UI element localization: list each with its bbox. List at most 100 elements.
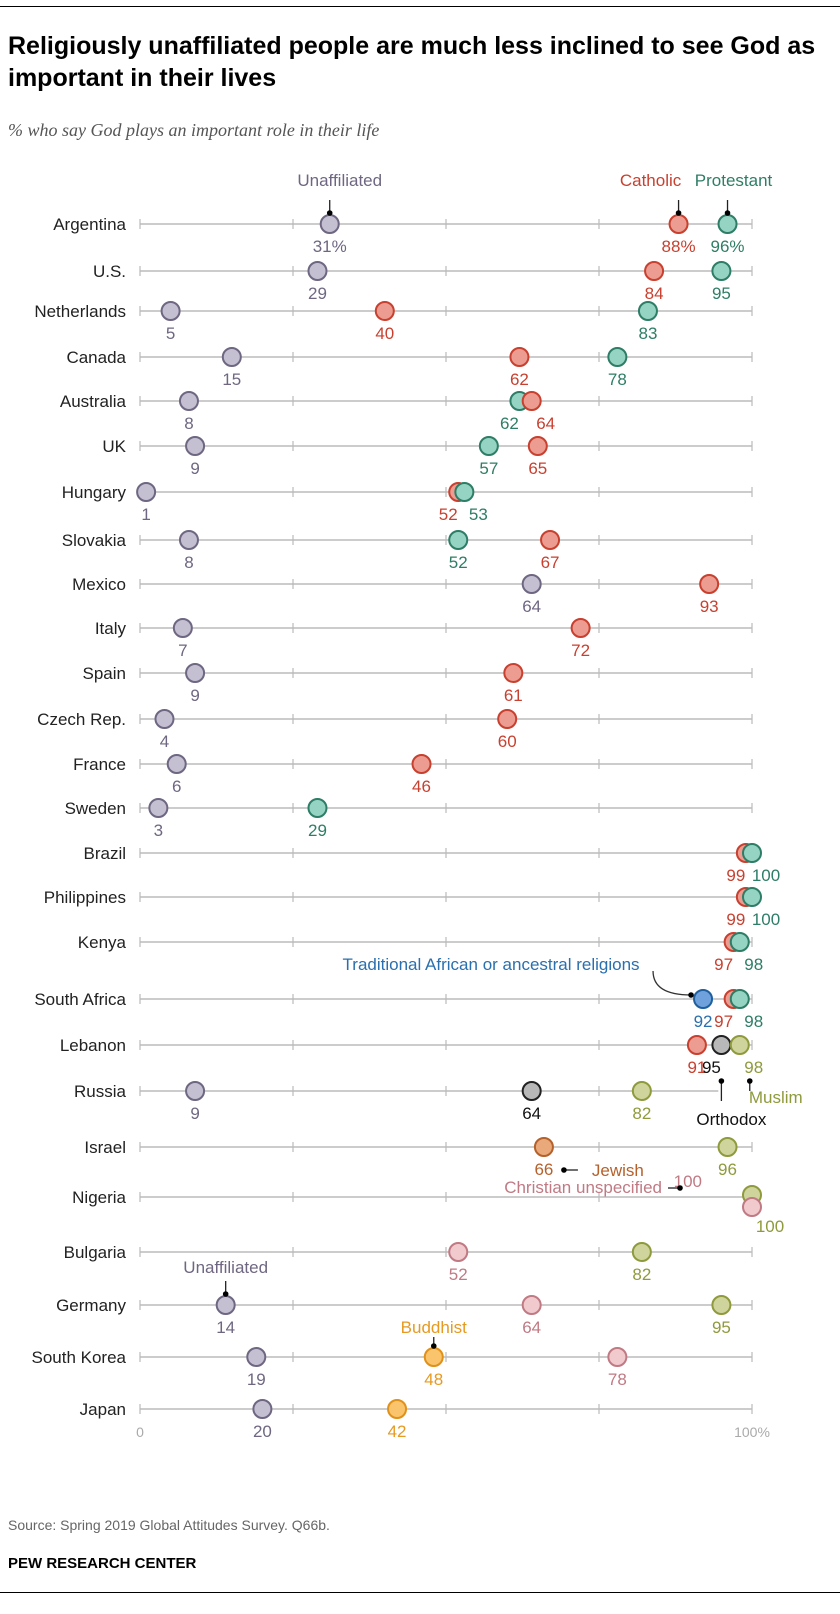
data-label: 48: [424, 1370, 443, 1389]
data-point: [246, 1347, 267, 1367]
data-point: [742, 887, 762, 907]
data-label: 57: [479, 459, 498, 478]
data-point: [319, 214, 340, 234]
country-label: Philippines: [44, 888, 126, 907]
country-label: Kenya: [78, 933, 127, 952]
data-label: 9: [190, 1104, 199, 1123]
country-label: U.S.: [93, 262, 126, 281]
series-annotation: Catholic: [620, 171, 682, 190]
data-label: 5: [166, 324, 175, 343]
axis-tick-label: 100%: [734, 1424, 770, 1440]
country-label: Australia: [60, 392, 127, 411]
data-point: [503, 663, 524, 683]
data-label: 46: [412, 777, 431, 796]
data-point: [637, 301, 658, 321]
data-label: 98: [744, 1058, 763, 1077]
country-label: Czech Rep.: [37, 710, 126, 729]
data-label: 8: [184, 414, 193, 433]
data-label: 88%: [662, 237, 696, 256]
data-label: 31%: [313, 237, 347, 256]
data-label: 83: [638, 324, 657, 343]
data-point: [699, 574, 720, 594]
data-label: 19: [247, 1370, 266, 1389]
leader-dot: [430, 1343, 437, 1349]
data-point: [307, 261, 328, 281]
data-label: 14: [216, 1318, 235, 1337]
data-label: 29: [308, 284, 327, 303]
data-point: [631, 1081, 652, 1101]
data-label: 3: [154, 821, 163, 840]
data-point: [686, 1035, 707, 1055]
data-point: [729, 989, 750, 1009]
leader-dot: [688, 992, 694, 998]
series-annotation: Unaffiliated: [297, 171, 382, 190]
data-label: 100: [752, 866, 780, 885]
data-point: [742, 843, 762, 863]
data-label: 60: [498, 732, 517, 751]
data-label: 96: [718, 1160, 737, 1179]
data-point: [160, 301, 181, 321]
data-label: 62: [500, 414, 519, 433]
data-label: 95: [712, 1318, 731, 1337]
data-point: [178, 391, 199, 411]
country-label: Bulgaria: [64, 1243, 127, 1262]
data-point: [411, 754, 432, 774]
leader-dot: [677, 1185, 683, 1191]
country-label: South Africa: [34, 990, 126, 1009]
data-label: 98: [744, 955, 763, 974]
data-label: 52: [449, 1265, 468, 1284]
data-label: 95: [702, 1058, 721, 1077]
data-point: [711, 1035, 732, 1055]
data-label: 65: [528, 459, 547, 478]
chart-subtitle: % who say God plays an important role in…: [8, 120, 380, 140]
data-label: 40: [375, 324, 394, 343]
data-point: [307, 798, 328, 818]
data-label: 72: [571, 641, 590, 660]
data-point: [154, 709, 175, 729]
country-label: Italy: [95, 619, 127, 638]
data-label: 62: [510, 370, 529, 389]
data-point: [166, 754, 187, 774]
data-label: 6: [172, 777, 181, 796]
data-label: 97: [714, 955, 733, 974]
data-label: 64: [522, 1104, 541, 1123]
data-point: [711, 1295, 732, 1315]
country-label: Spain: [83, 664, 126, 683]
data-point: [252, 1399, 273, 1419]
leader-dot: [724, 210, 731, 216]
data-point: [527, 436, 548, 456]
source-note: Source: Spring 2019 Global Attitudes Sur…: [8, 1517, 330, 1533]
data-point: [631, 1242, 652, 1262]
axis-tick-label: 0: [136, 1424, 144, 1440]
country-label: Hungary: [62, 483, 127, 502]
series-annotation: Christian unspecified: [504, 1178, 662, 1197]
country-label: Canada: [66, 348, 126, 367]
data-point: [729, 1035, 750, 1055]
country-label: Japan: [80, 1400, 126, 1419]
data-label: 9: [190, 459, 199, 478]
data-point: [717, 1137, 738, 1157]
data-point: [478, 436, 499, 456]
country-label: UK: [102, 437, 126, 456]
leader-dot: [326, 210, 333, 216]
series-annotation: Orthodox: [696, 1110, 766, 1129]
data-label: 64: [536, 414, 555, 433]
data-point: [693, 989, 714, 1009]
data-point: [185, 436, 206, 456]
data-label: 67: [541, 553, 560, 572]
data-label: 99: [726, 910, 745, 929]
chart-title: Religiously unaffiliated people are much…: [8, 32, 816, 92]
data-point: [533, 1137, 554, 1157]
country-label: Israel: [84, 1138, 126, 1157]
data-label: 29: [308, 821, 327, 840]
data-point: [215, 1295, 236, 1315]
data-point: [221, 347, 242, 367]
data-label: 64: [522, 597, 541, 616]
data-label: 99: [726, 866, 745, 885]
data-label: 1: [141, 505, 150, 524]
country-label: Lebanon: [60, 1036, 126, 1055]
data-point: [729, 932, 750, 952]
country-label: Russia: [74, 1082, 127, 1101]
data-label: 96%: [711, 237, 745, 256]
